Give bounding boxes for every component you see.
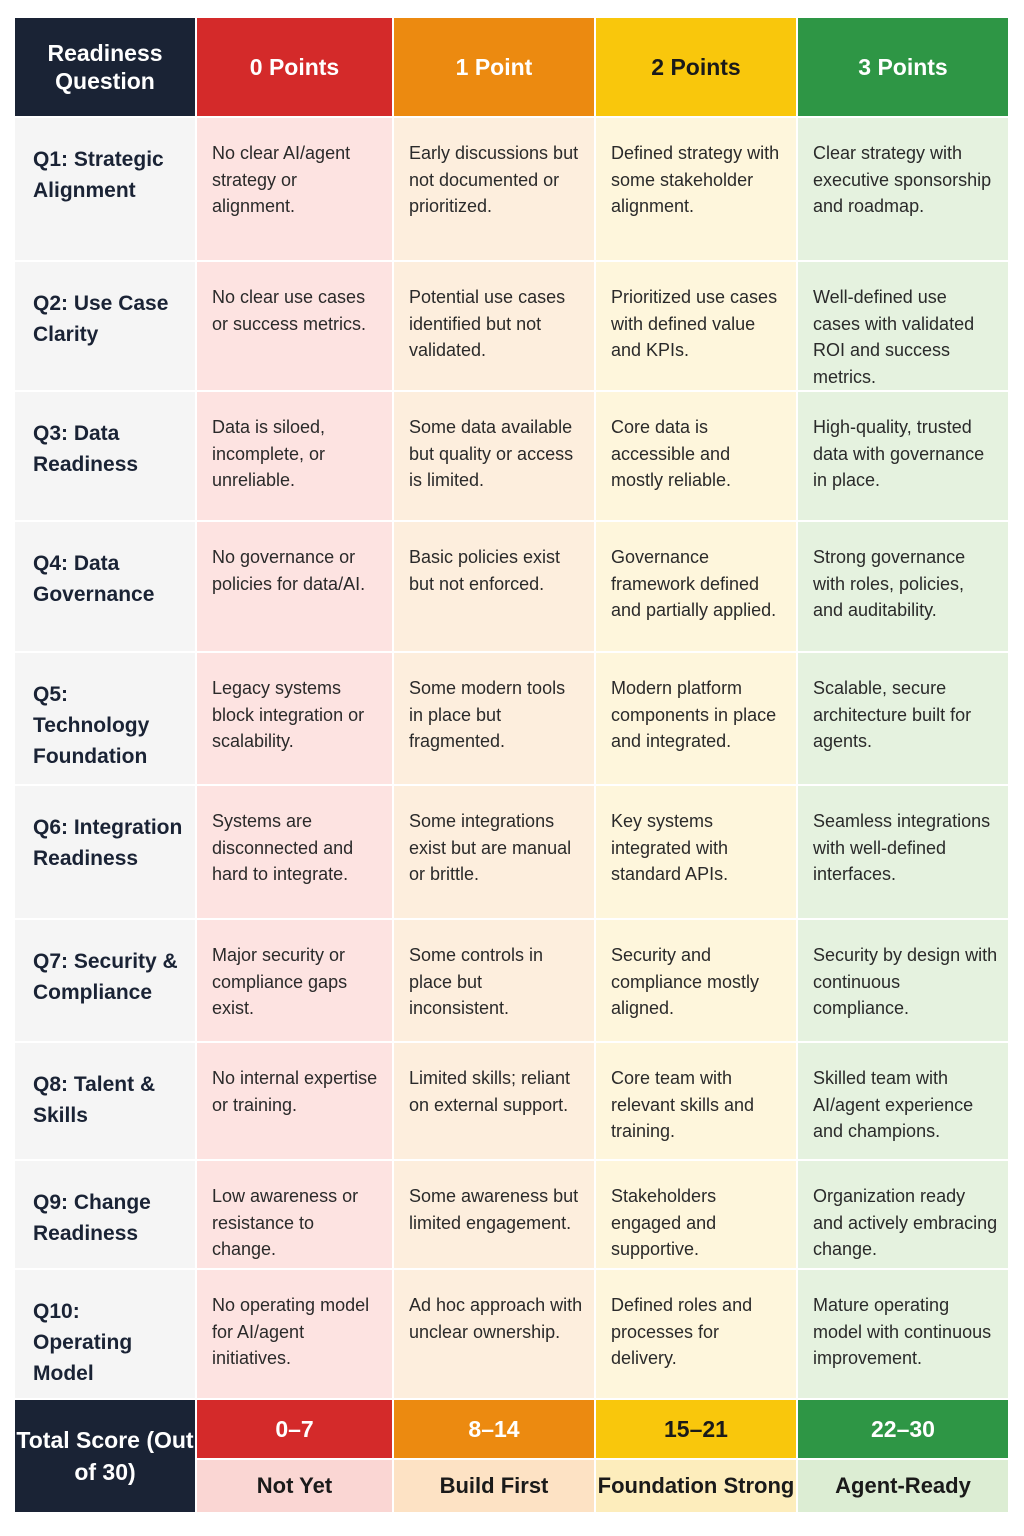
table-row: Q10: Operating Model No operating model f… xyxy=(13,1268,1010,1400)
criteria-cell: Strong governance with roles, policies, … xyxy=(796,520,1010,653)
score-range: 8–14 xyxy=(392,1398,596,1460)
criteria-cell: No clear AI/agent strategy or alignment. xyxy=(195,116,394,262)
criteria-cell: Skilled team with AI/agent experience an… xyxy=(796,1041,1010,1161)
criteria-cell: Defined strategy with some stakeholder a… xyxy=(594,116,798,262)
table-row: Q1: Strategic Alignment No clear AI/agent… xyxy=(13,116,1010,262)
criteria-cell: Some controls in place but inconsistent. xyxy=(392,918,596,1043)
criteria-cell: No clear use cases or success metrics. xyxy=(195,260,394,392)
readiness-table: Readiness Question 0 Points 1 Point 2 Poin… xyxy=(13,16,1010,1514)
total-score-label: Total Score (Out of 30) xyxy=(13,1398,197,1514)
criteria-cell: Well-defined use cases with validated RO… xyxy=(796,260,1010,392)
question-cell: Q7: Security & Compliance xyxy=(13,918,197,1043)
criteria-cell: No governance or policies for data/AI. xyxy=(195,520,394,653)
table-row: Q7: Security & Compliance Major security … xyxy=(13,918,1010,1043)
criteria-cell: Some data available but quality or acces… xyxy=(392,390,596,522)
header-row: Readiness Question 0 Points 1 Point 2 Poin… xyxy=(13,16,1010,118)
header-cell: 3 Points xyxy=(796,16,1010,118)
header-cell: Readiness Question xyxy=(13,16,197,118)
criteria-cell: Core team with relevant skills and train… xyxy=(594,1041,798,1161)
criteria-cell: Stakeholders engaged and supportive. xyxy=(594,1159,798,1270)
readiness-level: Build First xyxy=(392,1458,596,1514)
criteria-cell: Legacy systems block integration or scal… xyxy=(195,651,394,786)
criteria-cell: Organization ready and actively embracin… xyxy=(796,1159,1010,1270)
table-row: Q4: Data Governance No governance or poli… xyxy=(13,520,1010,653)
criteria-cell: Key systems integrated with standard API… xyxy=(594,784,798,920)
criteria-cell: Some integrations exist but are manual o… xyxy=(392,784,596,920)
readiness-table-wrap: Readiness Question 0 Points 1 Point 2 Poin… xyxy=(13,16,1010,1514)
criteria-cell: Scalable, secure architecture built for … xyxy=(796,651,1010,786)
question-cell: Q3: Data Readiness xyxy=(13,390,197,522)
table-body: Q1: Strategic Alignment No clear AI/agent… xyxy=(13,116,1010,1514)
criteria-cell: Defined roles and processes for delivery… xyxy=(594,1268,798,1400)
criteria-cell: Potential use cases identified but not v… xyxy=(392,260,596,392)
question-cell: Q1: Strategic Alignment xyxy=(13,116,197,262)
question-cell: Q8: Talent & Skills xyxy=(13,1041,197,1161)
criteria-cell: No internal expertise or training. xyxy=(195,1041,394,1161)
criteria-cell: Security and compliance mostly aligned. xyxy=(594,918,798,1043)
header-cell: 1 Point xyxy=(392,16,596,118)
score-range: 22–30 xyxy=(796,1398,1010,1460)
criteria-cell: Modern platform components in place and … xyxy=(594,651,798,786)
criteria-cell: Systems are disconnected and hard to int… xyxy=(195,784,394,920)
readiness-level: Agent-Ready xyxy=(796,1458,1010,1514)
criteria-cell: Ad hoc approach with unclear ownership. xyxy=(392,1268,596,1400)
question-cell: Q4: Data Governance xyxy=(13,520,197,653)
criteria-cell: Data is siloed, incomplete, or unreliabl… xyxy=(195,390,394,522)
header-cell: 2 Points xyxy=(594,16,798,118)
criteria-cell: Some awareness but limited engagement. xyxy=(392,1159,596,1270)
question-cell: Q2: Use Case Clarity xyxy=(13,260,197,392)
question-cell: Q5: Technology Foundation xyxy=(13,651,197,786)
criteria-cell: High-quality, trusted data with governan… xyxy=(796,390,1010,522)
criteria-cell: Some modern tools in place but fragmente… xyxy=(392,651,596,786)
readiness-level: Foundation Strong xyxy=(594,1458,798,1514)
criteria-cell: No operating model for AI/agent initiati… xyxy=(195,1268,394,1400)
table-row: Q5: Technology Foundation Legacy systems … xyxy=(13,651,1010,786)
readiness-level-row: Not Yet Build First Foundation Strong Agent… xyxy=(14,1458,1010,1514)
criteria-cell: Low awareness or resistance to change. xyxy=(195,1159,394,1270)
table-row: Q6: Integration Readiness Systems are dis… xyxy=(13,784,1010,920)
criteria-cell: Basic policies exist but not enforced. xyxy=(392,520,596,653)
score-range-row: Total Score (Out of 30) 0–7 8–14 15–21 22–30 xyxy=(13,1398,1010,1514)
criteria-cell: Limited skills; reliant on external supp… xyxy=(392,1041,596,1161)
criteria-cell: Security by design with continuous compl… xyxy=(796,918,1010,1043)
score-range: 0–7 xyxy=(195,1398,394,1460)
question-cell: Q6: Integration Readiness xyxy=(13,784,197,920)
score-range: 15–21 xyxy=(594,1398,798,1460)
criteria-cell: Prioritized use cases with defined value… xyxy=(594,260,798,392)
table-row: Q9: Change Readiness Low awareness or res… xyxy=(13,1159,1010,1270)
question-cell: Q10: Operating Model xyxy=(13,1268,197,1400)
criteria-cell: Seamless integrations with well-defined … xyxy=(796,784,1010,920)
question-cell: Q9: Change Readiness xyxy=(13,1159,197,1270)
table-row: Q3: Data Readiness Data is siloed, incomp… xyxy=(13,390,1010,522)
criteria-cell: Early discussions but not documented or … xyxy=(392,116,596,262)
criteria-cell: Governance framework defined and partial… xyxy=(594,520,798,653)
table-row: Q8: Talent & Skills No internal expertise… xyxy=(13,1041,1010,1161)
criteria-cell: Clear strategy with executive sponsorshi… xyxy=(796,116,1010,262)
readiness-level: Not Yet xyxy=(195,1458,394,1514)
criteria-cell: Major security or compliance gaps exist. xyxy=(195,918,394,1043)
table-row: Q2: Use Case Clarity No clear use cases o… xyxy=(13,260,1010,392)
header-cell: 0 Points xyxy=(195,16,394,118)
criteria-cell: Mature operating model with continuous i… xyxy=(796,1268,1010,1400)
criteria-cell: Core data is accessible and mostly relia… xyxy=(594,390,798,522)
